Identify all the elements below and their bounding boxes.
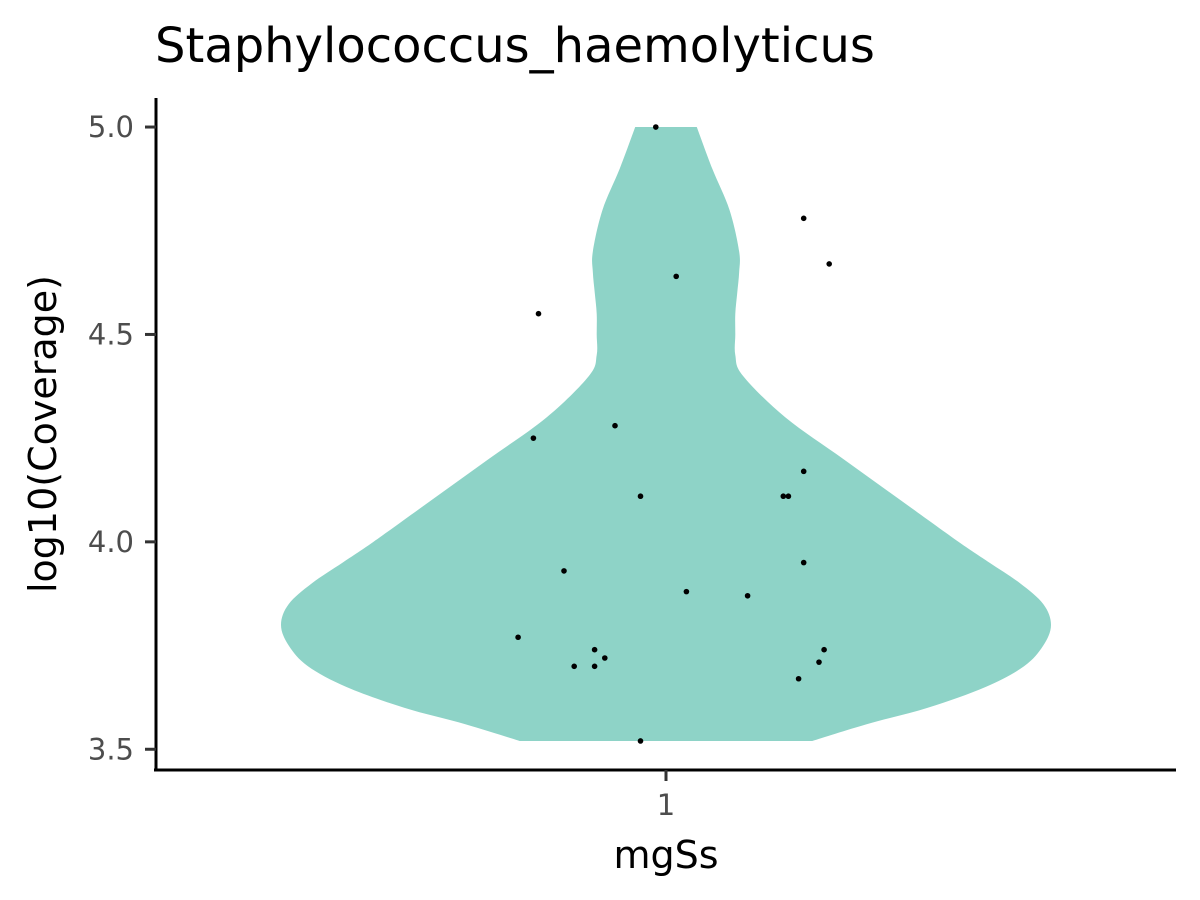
data-point: [561, 568, 567, 574]
data-point: [653, 124, 659, 130]
data-point: [785, 493, 792, 500]
chart-title: Staphylococcus_haemolyticus: [155, 18, 875, 74]
data-point: [800, 559, 807, 566]
data-point: [612, 422, 618, 429]
y-axis-label: log10(Coverage): [21, 275, 65, 593]
x-ticks: 1: [657, 770, 675, 822]
data-point: [673, 273, 679, 280]
violin-shape: [281, 127, 1051, 741]
data-point: [683, 588, 690, 595]
data-point: [826, 261, 832, 267]
data-point: [816, 659, 822, 665]
data-point: [571, 663, 577, 670]
data-point: [744, 592, 751, 599]
y-tick-label: 3.5: [88, 732, 134, 766]
data-point: [602, 655, 608, 661]
y-tick-label: 4.0: [88, 525, 134, 559]
data-point: [637, 738, 644, 744]
data-point: [780, 493, 787, 500]
data-point: [800, 468, 807, 475]
violin-layer: [281, 127, 1051, 741]
y-tick-label: 4.5: [88, 317, 134, 351]
y-ticks: 3.5 4.0 4.5 5.0: [88, 110, 156, 766]
data-point: [821, 646, 827, 653]
x-axis-label: mgSs: [613, 833, 718, 877]
data-point: [795, 675, 802, 682]
data-point: [591, 646, 598, 653]
data-point: [530, 435, 537, 441]
data-point: [637, 493, 644, 500]
data-point: [800, 215, 807, 222]
data-point: [535, 310, 542, 317]
x-tick-label: 1: [657, 788, 675, 822]
data-point: [515, 634, 521, 641]
y-tick-label: 5.0: [88, 110, 134, 144]
data-point: [591, 663, 598, 670]
points-layer: [515, 124, 832, 744]
